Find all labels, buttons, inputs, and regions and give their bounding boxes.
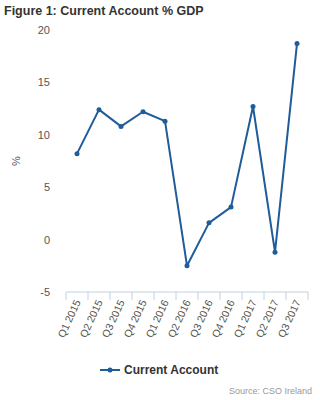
series-point [273,250,278,255]
x-tick [198,292,199,300]
chart: Figure 1: Current Account % GDP% -5 0 5 10 15… [0,0,320,400]
series-point [119,124,124,129]
y-tick-label: 10 [38,129,50,141]
series-point [295,41,300,46]
x-tick [308,292,309,300]
series-point [207,220,212,225]
series-point [229,205,234,210]
y-axis-label: % [10,156,22,166]
x-tick-label: Q3 2017 [275,298,303,340]
y-tick-label: 0 [44,234,50,246]
y-tick-label: 15 [38,76,50,88]
title: Figure 1: Current Account % GDP [4,4,204,18]
series-line [77,44,297,266]
series-point [75,151,80,156]
x-tick [286,292,287,300]
y-tick-label: 5 [44,181,50,193]
source: Source: CSO Ireland [229,386,312,396]
x-tick [132,292,133,300]
x-tick [154,292,155,300]
legend-label: Current Account [124,363,218,377]
x-tick [88,292,89,300]
y-tick-label: -5 [40,286,50,298]
legend-marker [108,368,113,373]
y-tick-label: 20 [38,24,50,36]
series-point [97,107,102,112]
series-point [185,263,190,268]
series-point [251,104,256,109]
x-tick [220,292,221,300]
x-tick [264,292,265,300]
series-point [141,109,146,114]
plot-area [75,41,300,268]
x-tick [110,292,111,300]
x-axis-line [66,292,308,293]
legend-item: Current Account [100,363,218,377]
x-tick [242,292,243,300]
x-tick [176,292,177,300]
x-tick [66,292,67,300]
series-point [163,119,168,124]
